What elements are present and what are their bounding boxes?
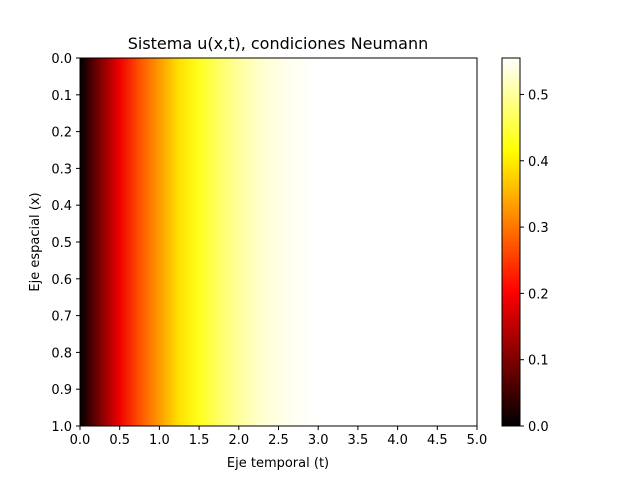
x-tick-label: 5.0 xyxy=(467,433,488,448)
colorbar-ticks: 0.0 0.1 0.2 0.3 0.4 0.5 xyxy=(520,88,549,435)
y-tick-label: 0.9 xyxy=(51,383,72,398)
x-tick-label: 0.5 xyxy=(109,433,130,448)
y-tick-label: 0.8 xyxy=(51,346,72,361)
x-tick-label: 1.0 xyxy=(149,433,170,448)
heatmap-image xyxy=(80,58,477,426)
colorbar-tick-label: 0.3 xyxy=(528,221,549,236)
y-tick-label: 0.6 xyxy=(51,273,72,288)
x-axis-title: Eje temporal (t) xyxy=(227,456,329,471)
colorbar-tick-label: 0.2 xyxy=(528,287,549,302)
y-tick-label: 0.1 xyxy=(51,89,72,104)
y-axis-title: Eje espacial (x) xyxy=(28,192,43,291)
y-tick-label: 0.0 xyxy=(51,52,72,67)
x-tick-label: 3.5 xyxy=(348,433,369,448)
colorbar-frame xyxy=(501,57,521,427)
x-tick-label: 2.5 xyxy=(268,433,289,448)
x-axis-ticks: 0.0 0.5 1.0 1.5 2.0 2.5 3.0 3.5 4.0 4.5 5.0 xyxy=(70,426,488,448)
colorbar-tick-label: 0.1 xyxy=(528,354,549,369)
x-tick-label: 2.0 xyxy=(228,433,249,448)
y-axis-ticks: 0.0 0.1 0.2 0.3 0.4 0.5 0.6 0.7 0.8 0.9 1.0 xyxy=(51,52,80,435)
colorbar-tick-label: 0.0 xyxy=(528,420,549,435)
x-tick-label: 4.0 xyxy=(387,433,408,448)
y-tick-label: 0.2 xyxy=(51,126,72,141)
x-tick-label: 1.5 xyxy=(189,433,210,448)
colorbar-tick-label: 0.4 xyxy=(528,155,549,170)
y-tick-label: 0.5 xyxy=(51,236,72,251)
x-tick-label: 0.0 xyxy=(70,433,91,448)
colorbar xyxy=(502,58,520,426)
y-tick-label: 0.4 xyxy=(51,199,72,214)
x-tick-label: 4.5 xyxy=(427,433,448,448)
chart-title: Sistema u(x,t), condiciones Neumann xyxy=(128,34,429,53)
x-tick-label: 3.0 xyxy=(308,433,329,448)
y-tick-label: 0.3 xyxy=(51,162,72,177)
y-tick-label: 1.0 xyxy=(51,420,72,435)
colorbar-tick-label: 0.5 xyxy=(528,88,549,103)
y-tick-label: 0.7 xyxy=(51,310,72,325)
